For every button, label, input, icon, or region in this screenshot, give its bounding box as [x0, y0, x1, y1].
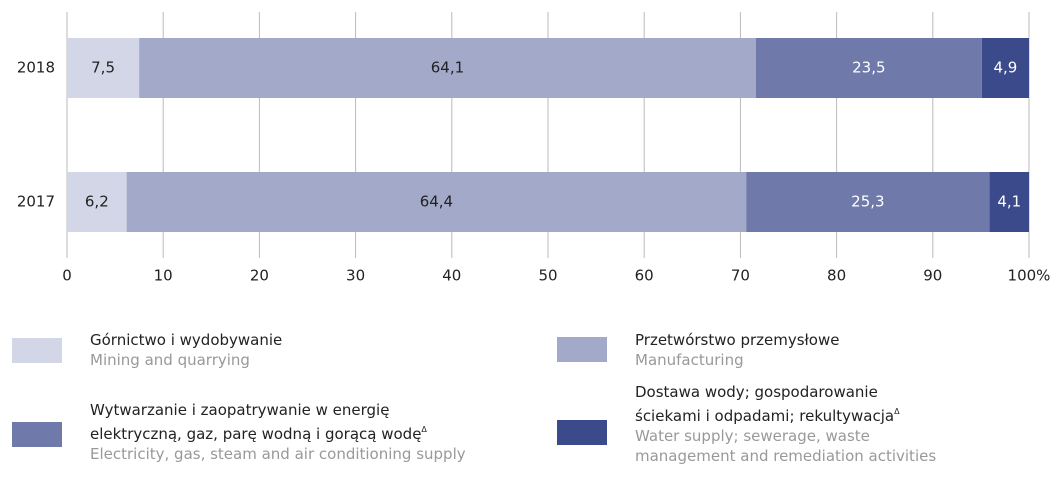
x-tick-label: 30: [346, 267, 365, 285]
legend-label-pl: Wytwarzanie i zaopatrywanie w energię el…: [90, 401, 422, 443]
legend-label: Przetwórstwo przemysłowe: [635, 330, 1035, 350]
legend-label: Górnictwo i wydobywanie: [90, 330, 490, 350]
legend-item: Górnictwo i wydobywanie Mining and quarry…: [90, 330, 490, 370]
bar-segment: [981, 38, 1029, 98]
legend-label-en: Manufacturing: [635, 351, 744, 369]
x-tick-label: 40: [442, 267, 461, 285]
legend-item: Dostawa wody; gospodarowanie ściekami i …: [635, 382, 945, 466]
legend-label-en: Water supply; sewerage, waste management…: [635, 427, 937, 465]
bar-segment: [746, 172, 990, 232]
data-label: 25,3: [851, 193, 884, 211]
data-label: 23,5: [852, 59, 885, 77]
legend-swatch: [557, 420, 607, 445]
legend-swatch: [557, 337, 607, 362]
legend-swatch: [12, 338, 62, 363]
legend-label-en: Electricity, gas, steam and air conditio…: [90, 445, 466, 463]
chart: 0 10 20 30 40 50 60 70 80 90 100% 2018 7,5 64,1 23,5 4,…: [17, 12, 1051, 285]
bar-segment: [139, 38, 756, 98]
data-label: 64,4: [420, 193, 453, 211]
x-tick-label: 50: [538, 267, 557, 285]
x-tick-label: 100%: [1008, 267, 1051, 285]
bar-segment: [989, 172, 1029, 232]
legend-label: Dostawa wody; gospodarowanie ściekami i …: [635, 382, 945, 426]
legend-label-pl: Przetwórstwo przemysłowe: [635, 331, 840, 349]
legend-label: Wytwarzanie i zaopatrywanie w energię el…: [90, 400, 475, 444]
y-tick-label: 2018: [17, 59, 55, 77]
x-tick-label: 20: [250, 267, 269, 285]
data-label: 7,5: [91, 59, 115, 77]
x-tick-label: 60: [635, 267, 654, 285]
bar-segment: [755, 38, 982, 98]
x-tick-label: 0: [62, 267, 72, 285]
legend-label-pl: Dostawa wody; gospodarowanie ściekami i …: [635, 383, 895, 425]
x-tick-label: 10: [154, 267, 173, 285]
legend-label-en: Mining and quarrying: [90, 351, 250, 369]
legend-note: Δ: [421, 425, 427, 434]
legend-swatch: [12, 422, 62, 447]
data-label: 6,2: [85, 193, 109, 211]
legend-label-pl: Górnictwo i wydobywanie: [90, 331, 283, 349]
legend-note: Δ: [894, 407, 900, 416]
legend-item: Przetwórstwo przemysłowe Manufacturing: [635, 330, 1035, 370]
x-tick-label: 70: [731, 267, 750, 285]
data-label: 4,9: [994, 59, 1018, 77]
data-label: 64,1: [431, 59, 464, 77]
x-tick-label: 80: [827, 267, 846, 285]
bar-segment: [126, 172, 747, 232]
bar-segment: [67, 172, 127, 232]
legend-item: Wytwarzanie i zaopatrywanie w energię el…: [90, 400, 475, 464]
data-label: 4,1: [997, 193, 1021, 211]
x-tick-label: 90: [923, 267, 942, 285]
y-tick-label: 2017: [17, 193, 55, 211]
bar-segment: [67, 38, 140, 98]
